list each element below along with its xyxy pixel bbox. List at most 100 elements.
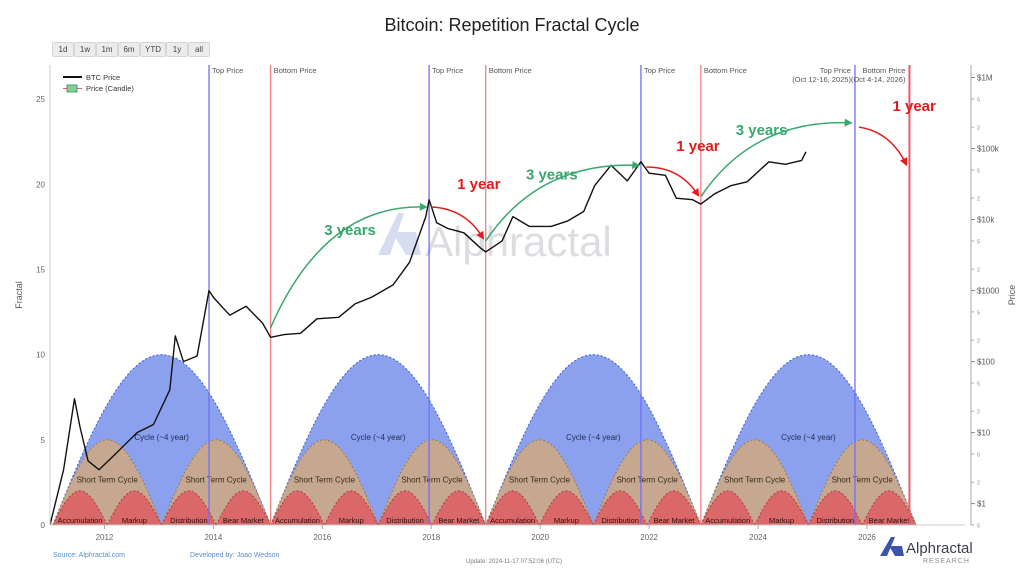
short-cycle-label: Short Term Cycle [294, 475, 356, 484]
cycle-label: Cycle (~4 year) [566, 433, 621, 442]
brand-logo-icon-2 [889, 546, 904, 556]
range-button-1w[interactable]: 1w [74, 42, 96, 57]
right-tick-label: $1000 [977, 287, 1000, 296]
legend-label: Price (Candle) [86, 84, 134, 93]
legend-swatch-candle [66, 84, 78, 93]
annotation-arrow [646, 166, 700, 197]
vertical-marker-7: Top Price(Oct 12-16, 2025) [792, 65, 856, 525]
annotation-arrow [485, 161, 641, 242]
phase-label: Bear Market [654, 516, 696, 525]
right-minor-label: 2 [977, 481, 980, 487]
range-button-all[interactable]: all [188, 42, 210, 57]
left-tick-label: 20 [36, 180, 45, 189]
right-minor-label: 5 [977, 452, 980, 458]
left-tick-label: 0 [41, 521, 46, 530]
short-cycle-label: Short Term Cycle [509, 475, 571, 484]
marker-label: Top Price [432, 66, 463, 75]
x-tick-label: 2014 [204, 533, 222, 542]
annotation-arrow [858, 126, 908, 167]
watermark: Alphractal [378, 213, 612, 265]
x-tick-label: 2018 [422, 533, 440, 542]
phase-label: Accumulation [275, 516, 320, 525]
phase-label: Bear Market [438, 516, 480, 525]
vertical-marker-1: Top Price [208, 65, 243, 525]
right-minor-label: 5 [977, 310, 980, 316]
marker-label: Top Price [820, 66, 851, 75]
annotation-5: 3 years [700, 118, 853, 198]
right-tick-label: $10 [977, 429, 991, 438]
short-cycle-label: Short Term Cycle [616, 475, 678, 484]
phase-arch [269, 490, 326, 526]
phase-arch [431, 490, 487, 526]
cycle-label: Cycle (~4 year) [781, 433, 836, 442]
phase-label: Bear Market [223, 516, 265, 525]
marker-label: Top Price [644, 66, 675, 75]
marker-sublabel: (Oct 4-14, 2026) [851, 75, 906, 84]
range-button-1d[interactable]: 1d [52, 42, 74, 57]
short-cycle-label: Short Term Cycle [401, 475, 463, 484]
fractal-cycle-4: Cycle (~4 year) Short Term Cycle Short Ter… [699, 354, 917, 526]
phase-label: Markup [122, 516, 147, 525]
right-tick-label: $1M [977, 74, 993, 83]
vertical-marker-6: Bottom Price [700, 65, 747, 525]
phase-label: Markup [769, 516, 794, 525]
left-tick-label: 5 [41, 436, 46, 445]
annotation-4: 1 year [646, 138, 720, 197]
right-minor-label: 2 [977, 339, 980, 345]
phase-arch [377, 490, 433, 526]
marker-sublabel: (Oct 12-16, 2025) [792, 75, 851, 84]
annotation-arrow [431, 206, 485, 240]
vertical-marker-5: Top Price [640, 65, 675, 525]
right-minor-label: 5 [977, 97, 980, 103]
phase-label: Distribution [386, 516, 424, 525]
annotation-label: 3 years [736, 122, 788, 139]
chart-title: Bitcoin: Repetition Fractal Cycle [384, 15, 639, 35]
annotation-3: 3 years [485, 161, 641, 242]
range-button-6m[interactable]: 6m [118, 42, 140, 57]
right-minor-label: 5 [977, 168, 980, 174]
annotation-label: 1 year [457, 176, 501, 193]
right-minor-label: 2 [977, 126, 980, 132]
fractal-cycle-1: Cycle (~4 year) Short Term Cycle Short Ter… [51, 354, 272, 526]
brand-logo-icon [880, 537, 895, 556]
phase-label: Accumulation [57, 516, 102, 525]
phase-arch [106, 490, 163, 526]
marker-label: Bottom Price [489, 66, 532, 75]
phase-arch [646, 490, 702, 526]
phase-arch [215, 490, 272, 526]
short-cycle-label: Short Term Cycle [724, 475, 786, 484]
x-tick-label: 2012 [96, 533, 114, 542]
phase-arch [753, 490, 810, 526]
cycle-label: Cycle (~4 year) [351, 433, 406, 442]
marker-label: Bottom Price [274, 66, 317, 75]
cycle-label: Cycle (~4 year) [134, 433, 189, 442]
x-tick-label: 2020 [531, 533, 549, 542]
right-minor-label: 2 [977, 268, 980, 274]
range-button-1y[interactable]: 1y [166, 42, 188, 57]
right-tick-label: $100 [977, 358, 995, 367]
annotation-1: 3 years [269, 202, 428, 328]
phase-label: Markup [339, 516, 364, 525]
x-tick-label: 2024 [749, 533, 767, 542]
phase-arch [592, 490, 648, 526]
brand-sub: RESEARCH [923, 558, 970, 565]
brand-logo: Alphractal RESEARCH [880, 537, 973, 565]
range-button-1m[interactable]: 1m [96, 42, 118, 57]
x-tick-label: 2022 [640, 533, 658, 542]
short-cycle-label: Short Term Cycle [77, 475, 139, 484]
vertical-marker-8: Bottom Price(Oct 4-14, 2026) [851, 65, 911, 525]
phase-arch [323, 490, 379, 526]
right-minor-label: 2 [977, 410, 980, 416]
annotation-label: 3 years [324, 222, 376, 239]
marker-label: Top Price [212, 66, 243, 75]
annotation-arrow [700, 118, 853, 198]
watermark-text: Alphractal [425, 218, 612, 265]
right-minor-label: 2 [977, 197, 980, 203]
range-button-ytd[interactable]: YTD [140, 42, 166, 57]
left-axis-title: Fractal [14, 281, 24, 309]
legend: BTC Price Price (Candle) [63, 73, 134, 93]
short-cycle-label: Short Term Cycle [186, 475, 248, 484]
left-tick-label: 15 [36, 265, 45, 274]
marker-label: Bottom Price [863, 66, 906, 75]
